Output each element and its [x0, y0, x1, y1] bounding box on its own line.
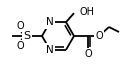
Text: O: O [84, 49, 92, 59]
Text: N: N [46, 17, 54, 27]
Text: O: O [16, 41, 24, 51]
Text: S: S [23, 31, 31, 41]
Text: O: O [95, 31, 103, 41]
Text: OH: OH [80, 7, 95, 17]
Text: N: N [46, 45, 54, 55]
Text: O: O [16, 21, 24, 31]
